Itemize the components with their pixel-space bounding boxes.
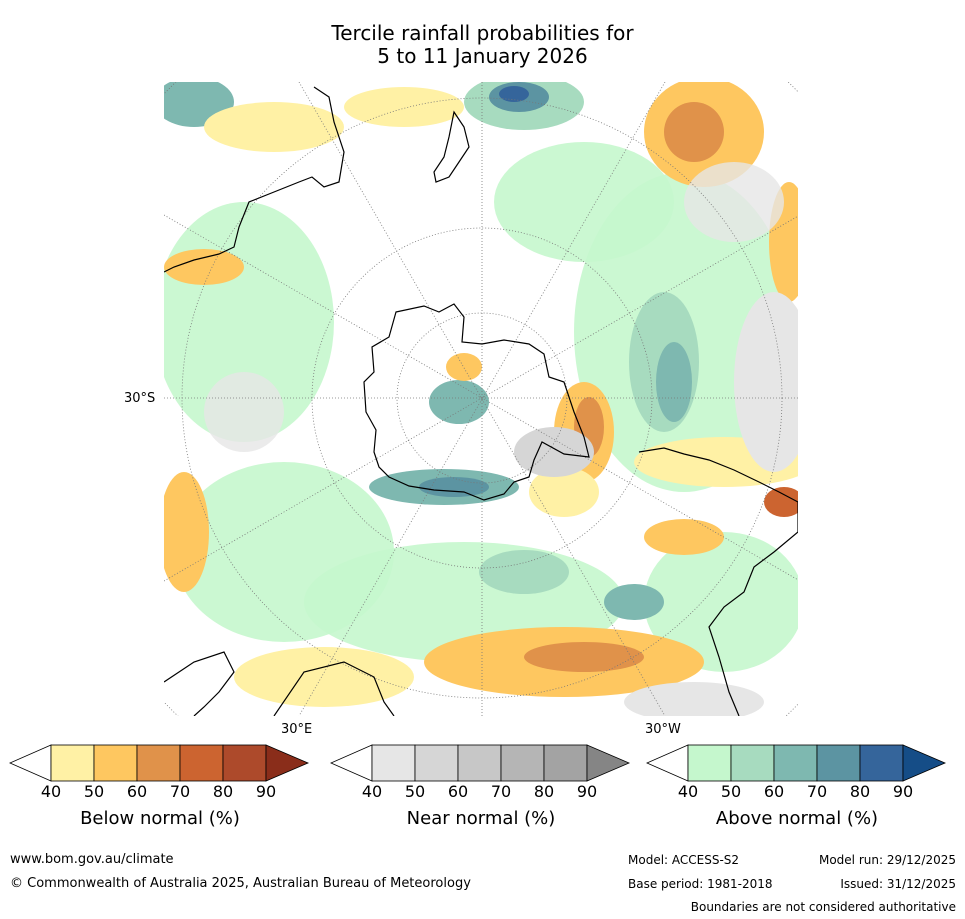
- near-tick-40: 40: [361, 782, 383, 801]
- below-tick-70: 70: [169, 782, 191, 801]
- below-cbar-box-1: [93, 744, 138, 782]
- below-normal-colorbar: [9, 744, 310, 782]
- footer-disclaimer: Boundaries are not considered authoritat…: [690, 900, 956, 914]
- graticule: [164, 82, 798, 716]
- above-tick-40: 40: [677, 782, 699, 801]
- above-cbar-under: [646, 744, 689, 782]
- near-normal-label: Near normal (%): [406, 808, 556, 829]
- antarctica-coast: [363, 303, 590, 501]
- above-cbar-box-2: [773, 744, 818, 782]
- footer-model: Model: ACCESS-S2: [628, 853, 740, 867]
- near-tick-60: 60: [447, 782, 469, 801]
- map-title-line1: Tercile rainfall probabilities for: [331, 21, 634, 45]
- above-normal-label: Above normal (%): [715, 808, 879, 829]
- map-title-line2: 5 to 11 January 2026: [377, 44, 588, 68]
- below-cbar-box-4: [222, 744, 267, 782]
- coastlines: [164, 86, 798, 716]
- lon-30e-label: 30°E: [281, 722, 313, 737]
- above-cbar-box-4: [859, 744, 904, 782]
- near-tick-80: 80: [533, 782, 555, 801]
- australia-coast: [164, 86, 345, 273]
- near-cbar-over: [586, 744, 631, 782]
- footer-copyright: © Commonwealth of Australia 2025, Austra…: [10, 876, 471, 891]
- above-cbar-box-0: [687, 744, 732, 782]
- near-tick-90: 90: [576, 782, 598, 801]
- near-tick-70: 70: [490, 782, 512, 801]
- near-normal-colorbar: [330, 744, 631, 782]
- africa-coast-2: [273, 661, 395, 716]
- below-normal-ticks: 40 50 60 70 80 90: [9, 782, 311, 802]
- above-tick-50: 50: [720, 782, 742, 801]
- new-zealand-coast: [433, 110, 470, 183]
- below-cbar-over: [265, 744, 310, 782]
- footer-base-period: Base period: 1981-2018: [628, 877, 773, 891]
- above-tick-80: 80: [849, 782, 871, 801]
- probability-patches: [164, 82, 798, 716]
- above-cbar-box-3: [816, 744, 861, 782]
- above-cbar-over: [902, 744, 947, 782]
- below-cbar-box-0: [50, 744, 95, 782]
- below-tick-50: 50: [83, 782, 105, 801]
- below-tick-80: 80: [212, 782, 234, 801]
- africa-coast: [164, 651, 235, 716]
- above-normal-colorbar: [646, 744, 947, 782]
- south-america-coast: [638, 447, 798, 716]
- near-cbar-box-4: [543, 744, 588, 782]
- below-cbar-box-3: [179, 744, 224, 782]
- below-tick-90: 90: [255, 782, 277, 801]
- lon-30w-label: 30°W: [645, 722, 681, 737]
- footer-url[interactable]: www.bom.gov.au/climate: [10, 852, 174, 867]
- near-cbar-box-1: [414, 744, 459, 782]
- probability-map: [164, 82, 798, 716]
- below-normal-label: Below normal (%): [80, 808, 240, 829]
- near-cbar-box-3: [500, 744, 545, 782]
- above-tick-90: 90: [892, 782, 914, 801]
- above-normal-ticks: 40 50 60 70 80 90: [646, 782, 948, 802]
- footer-issued: Issued: 31/12/2025: [840, 877, 956, 891]
- lat-30s-label: 30°S: [124, 391, 156, 406]
- below-cbar-box-2: [136, 744, 181, 782]
- near-tick-50: 50: [404, 782, 426, 801]
- near-cbar-box-2: [457, 744, 502, 782]
- near-cbar-box-0: [371, 744, 416, 782]
- near-normal-ticks: 40 50 60 70 80 90: [330, 782, 632, 802]
- near-cbar-under: [330, 744, 373, 782]
- footer-model-run: Model run: 29/12/2025: [818, 853, 956, 867]
- below-cbar-under: [9, 744, 52, 782]
- above-tick-60: 60: [763, 782, 785, 801]
- above-cbar-box-1: [730, 744, 775, 782]
- below-tick-60: 60: [126, 782, 148, 801]
- above-tick-70: 70: [806, 782, 828, 801]
- below-tick-40: 40: [40, 782, 62, 801]
